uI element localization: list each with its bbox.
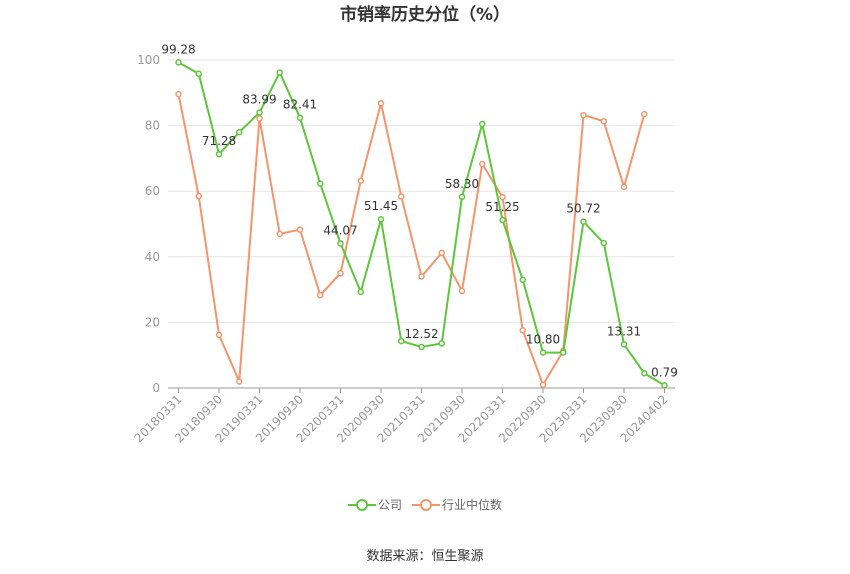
data-point — [600, 239, 607, 247]
data-label: 44.07 — [323, 223, 357, 237]
data-point — [620, 183, 628, 191]
data-point — [296, 114, 304, 121]
data-point — [641, 369, 648, 377]
data-point — [317, 291, 324, 299]
data-point — [438, 249, 445, 257]
y-tick-label: 0 — [152, 381, 160, 395]
data-label: 82.41 — [283, 98, 317, 112]
data-point — [499, 216, 506, 224]
y-tick-label: 20 — [145, 315, 160, 329]
data-point — [479, 160, 486, 168]
data-point — [195, 70, 202, 78]
plot-area — [175, 59, 668, 389]
data-point — [398, 193, 405, 200]
data-point — [377, 100, 385, 107]
data-point — [438, 340, 445, 347]
data-label: 71.28 — [202, 134, 236, 148]
source-note: 数据来源：恒生聚源 — [366, 549, 483, 564]
series-line-1 — [177, 93, 646, 386]
data-labels: 99.28 71.28 83.99 82.41 44.07 51.45 12.52 58.30… — [161, 42, 678, 379]
data-point — [661, 382, 668, 389]
data-point — [296, 226, 304, 233]
data-point — [641, 110, 648, 118]
data-point — [539, 349, 547, 356]
y-tick-label: 60 — [145, 184, 160, 198]
data-label: 10.80 — [526, 333, 560, 347]
y-tick-label: 40 — [145, 250, 160, 264]
data-point — [276, 69, 283, 76]
data-point — [418, 273, 425, 280]
x-axis: 2018033120180930201903312019093020200331… — [132, 387, 675, 445]
data-point — [236, 128, 243, 136]
data-label: 99.28 — [161, 42, 195, 56]
y-tick-label: 80 — [145, 119, 160, 133]
data-point — [256, 109, 263, 116]
data-point — [256, 115, 263, 122]
data-point — [357, 177, 364, 184]
data-point — [398, 337, 405, 345]
data-label: 50.72 — [566, 202, 600, 216]
data-point — [276, 230, 283, 238]
y-axis: 0 20 40 60 80 100 — [137, 53, 160, 395]
data-point — [215, 331, 223, 339]
data-label: 13.31 — [607, 324, 641, 338]
data-point — [215, 150, 223, 158]
data-point — [580, 111, 587, 119]
legend[interactable]: 公司 行业中位数 — [348, 497, 502, 512]
data-label: 0.79 — [651, 365, 678, 379]
data-label: 12.52 — [404, 327, 438, 341]
legend-label: 公司 — [378, 498, 402, 512]
legend-swatch-marker — [420, 499, 432, 511]
data-point — [499, 193, 506, 201]
data-point — [600, 118, 607, 125]
data-point — [458, 287, 466, 295]
data-point — [175, 90, 182, 98]
data-label: 51.25 — [485, 200, 519, 214]
data-label: 83.99 — [242, 93, 276, 107]
legend-label: 行业中位数 — [442, 497, 502, 512]
data-point — [357, 288, 364, 296]
data-label: 51.45 — [364, 199, 398, 213]
y-tick-label: 100 — [137, 53, 160, 67]
data-point — [377, 215, 385, 223]
data-point — [620, 341, 628, 348]
data-point — [337, 240, 344, 247]
legend-item-0[interactable]: 公司 — [348, 498, 402, 512]
data-point — [418, 343, 425, 351]
legend-swatch-marker — [356, 499, 368, 511]
data-point — [317, 180, 324, 187]
data-point — [519, 276, 526, 284]
data-point — [195, 192, 202, 200]
data-point — [175, 59, 182, 66]
data-point — [560, 349, 567, 356]
legend-item-1[interactable]: 行业中位数 — [412, 497, 502, 512]
data-point — [337, 269, 344, 277]
data-point — [519, 327, 526, 334]
data-point — [539, 381, 547, 388]
data-point — [479, 120, 486, 128]
chart-title: 市销率历史分位（%） — [340, 4, 510, 25]
data-label: 58.30 — [445, 177, 479, 191]
data-point — [236, 378, 243, 385]
data-point — [458, 193, 466, 201]
data-point — [580, 218, 587, 225]
